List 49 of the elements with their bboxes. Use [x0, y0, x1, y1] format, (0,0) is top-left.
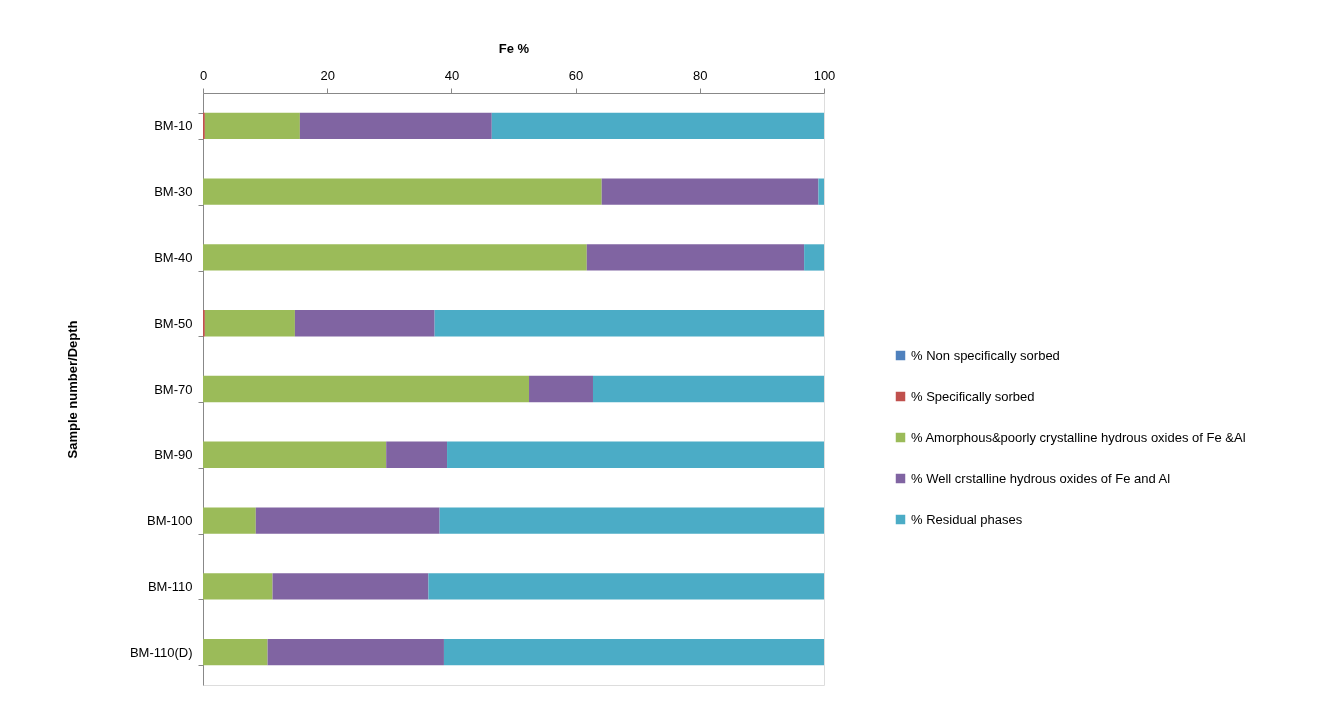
x-tick-label: 80: [693, 67, 708, 83]
y-tick-label: BM-90: [154, 447, 193, 463]
bar: [203, 441, 387, 468]
bar: [203, 573, 273, 600]
bar: [443, 638, 824, 666]
bar: [529, 375, 593, 403]
legend-label: % Residual phases: [911, 511, 1023, 527]
x-tick-label: 0: [199, 67, 208, 83]
bar: [428, 573, 824, 600]
bar: [204, 310, 295, 337]
bar: [439, 507, 824, 534]
bar: [272, 573, 429, 600]
bar: [434, 310, 824, 337]
bar: [203, 244, 587, 271]
bar: [586, 244, 805, 271]
bar: [203, 507, 256, 534]
bar: [592, 375, 824, 403]
x-tick-label: 60: [568, 67, 584, 83]
x-tick-label: 20: [320, 67, 335, 83]
legend-label: % Well crstalline hydrous oxides of Fe and Al: [911, 470, 1171, 486]
bar: [267, 638, 444, 666]
y-tick-label: BM-110(D): [129, 644, 193, 660]
y-tick-label: BM-40: [154, 249, 193, 265]
bar: [386, 441, 448, 468]
bar: [203, 638, 268, 666]
y-tick-label: BM-110: [147, 578, 193, 594]
legend-label: % Specifically sorbed: [911, 388, 1035, 404]
bar: [204, 112, 300, 140]
legend-label: % Non specifically sorbed: [911, 347, 1060, 363]
bar: [299, 112, 492, 140]
bar: [804, 244, 824, 271]
bar: [447, 441, 824, 468]
bar: [601, 178, 819, 205]
y-tick-label: BM-10: [154, 118, 193, 134]
bar: [818, 178, 824, 205]
y-tick-label: BM-30: [154, 184, 193, 200]
y-tick-label: BM-100: [146, 513, 193, 529]
x-tick-label: 40: [444, 67, 460, 83]
bar: [203, 178, 602, 205]
y-axis-title: Sample number/Depth: [64, 320, 80, 459]
y-tick-label: BM-50: [154, 315, 193, 331]
x-axis-title: Fe %: [498, 40, 530, 56]
bar: [255, 507, 440, 534]
bar: [491, 112, 824, 140]
bar: [294, 310, 435, 337]
legend-label: % Amorphous&poorly crystalline hydrous oxides of Fe &Al: [911, 429, 1246, 445]
x-tick-label: 100: [813, 67, 836, 83]
bar: [203, 375, 530, 403]
y-tick-label: BM-70: [154, 381, 193, 397]
